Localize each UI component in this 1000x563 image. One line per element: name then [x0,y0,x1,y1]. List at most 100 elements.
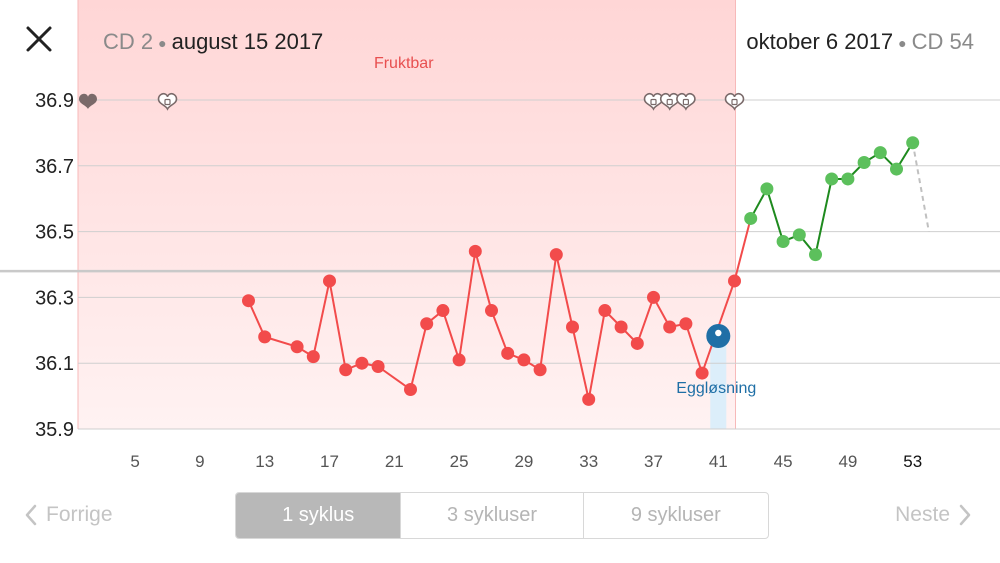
ovulation-marker-dot [715,329,722,337]
temperature-point[interactable] [679,317,693,331]
next-button[interactable]: Neste [895,503,972,527]
temperature-point[interactable] [436,304,450,318]
temperature-point[interactable] [809,248,822,262]
temperature-point[interactable] [760,182,774,196]
start-cycle-day: CD 2 [103,29,154,54]
temperature-point[interactable] [306,350,320,364]
transition-line [733,218,752,282]
previous-button[interactable]: Forrige [24,503,113,527]
post-ovulation-line [749,142,914,257]
temperature-point[interactable] [647,290,660,304]
heart-lock [682,98,690,106]
x-tick-label: 5 [130,452,139,471]
heart-lock [650,98,657,106]
temperature-point[interactable] [468,244,482,258]
next-label: Neste [895,503,950,526]
close-icon[interactable] [24,24,54,54]
temperature-point[interactable] [695,366,709,380]
y-tick-label: 35.9 [35,419,74,441]
temperature-point[interactable] [630,336,644,350]
temperature-point[interactable] [371,359,385,373]
ovulation-column [710,340,727,429]
temperature-point[interactable] [857,156,871,170]
temperature-chart: Fruktbar 36.9 36.7 36.5 36.3 36.1 35.9 5 9 13 17 2… [0,0,1000,471]
heart-icon [157,92,178,111]
x-tick-label: 33 [579,452,598,471]
temperature-point[interactable] [841,172,855,186]
x-tick-label: 41 [709,452,728,471]
temperature-point[interactable] [744,211,758,225]
temperature-point[interactable] [549,248,563,262]
heart-icon [79,93,97,109]
x-tick-label: 53 [903,452,922,471]
end-date: oktober 6 2017 [746,29,894,54]
heart-icon [724,92,745,111]
temperature-point[interactable] [873,146,887,160]
x-tick-label: 49 [838,452,857,471]
chevron-left-icon [25,504,37,526]
cycle-start-header: CD 2 ● august 15 2017 [103,29,323,55]
temperature-point[interactable] [452,353,466,367]
temperature-point[interactable] [792,228,806,242]
heart-shape [676,92,696,111]
y-tick-label: 36.7 [35,156,74,178]
x-tick-label: 29 [514,452,533,471]
temperature-point[interactable] [906,136,920,150]
ovulation-label: Eggløsning [676,380,756,397]
fertile-window [78,0,736,429]
pre-ovulation-line [247,251,736,400]
temperature-point[interactable] [890,162,903,176]
temperature-point[interactable] [339,363,353,377]
previous-label: Forrige [46,503,113,526]
y-tick-label: 36.3 [35,287,74,309]
y-tick-label: 36.1 [35,353,74,375]
tab-9-cycles[interactable]: 9 sykluser [630,504,721,526]
separator-dot-icon: ● [158,35,167,52]
x-tick-label: 21 [385,452,404,471]
cycle-range-selector: 1 syklus 3 sykluser 9 sykluser [235,492,769,539]
temperature-point[interactable] [290,340,304,354]
tab-3-cycles[interactable]: 3 sykluser [401,493,584,538]
heart-lock [666,98,673,106]
temperature-point[interactable] [582,392,596,406]
temperature-point[interactable] [614,320,628,334]
temperature-point[interactable] [566,320,579,334]
fertile-label: Fruktbar [374,55,434,72]
x-tick-label: 37 [644,452,663,471]
y-tick-label: 36.5 [35,222,74,244]
temperature-point[interactable] [776,234,790,248]
temperature-point[interactable] [501,346,515,360]
heart-lock [731,98,738,106]
temperature-point[interactable] [517,353,531,367]
x-tick-label: 9 [195,452,204,471]
x-tick-label: 13 [255,452,274,471]
end-cycle-day: CD 54 [911,29,974,54]
temperature-point[interactable] [663,320,677,334]
heart-shape [157,92,178,111]
temperature-point[interactable] [258,330,272,344]
temperature-point[interactable] [728,274,741,288]
tab-1-cycle[interactable]: 1 syklus [236,493,402,538]
temperature-point[interactable] [355,356,369,370]
heart-shape [79,93,97,109]
temperature-point[interactable] [323,274,336,288]
separator-dot-icon: ● [898,35,907,52]
heart-shape [724,92,745,111]
projection-line [911,142,930,232]
chevron-right-icon [959,504,971,526]
temperature-point[interactable] [485,304,498,318]
x-tick-label: 17 [320,452,339,471]
temperature-point[interactable] [242,294,255,308]
temperature-point[interactable] [598,304,612,318]
y-tick-label: 36.9 [35,90,74,112]
temperature-point[interactable] [533,363,547,377]
temperature-point[interactable] [825,172,839,186]
start-date: august 15 2017 [171,29,324,54]
temperature-point[interactable] [420,317,434,331]
heart-icon [676,92,696,111]
temperature-point[interactable] [404,383,417,397]
cycle-end-header: oktober 6 2017 ● CD 54 [746,29,974,55]
heart-lock [164,98,171,106]
x-tick-label: 45 [774,452,793,471]
x-tick-label: 25 [450,452,469,471]
